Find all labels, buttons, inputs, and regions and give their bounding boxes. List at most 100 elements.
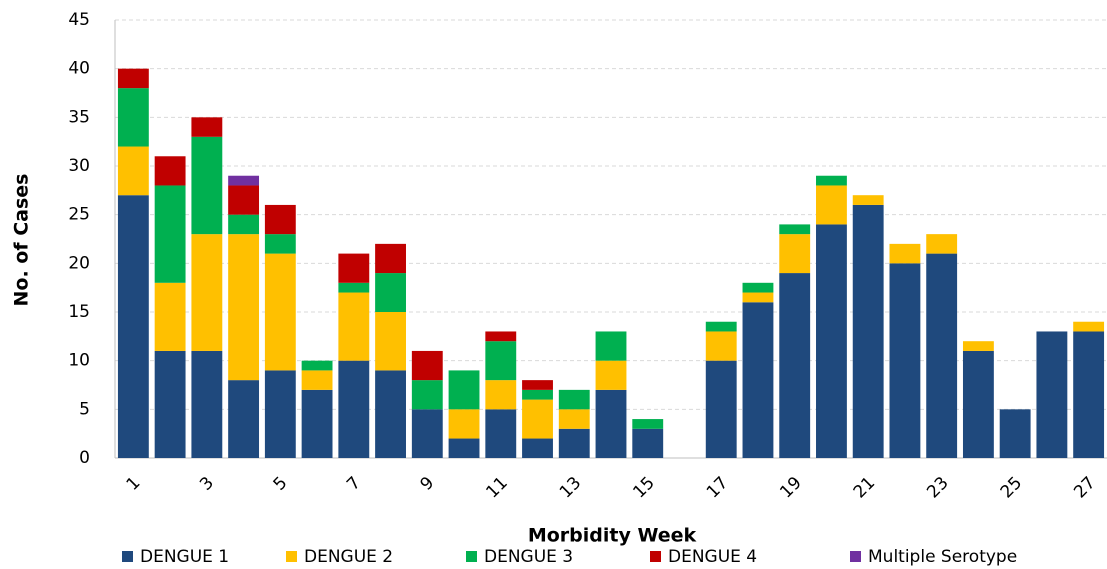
bar-segment — [154, 185, 186, 283]
bar-segment — [522, 389, 553, 400]
x-axis-title: Morbidity Week — [528, 525, 697, 547]
bar-segment — [632, 419, 664, 429]
y-tick-label: 30 — [68, 156, 90, 176]
legend-label: DENGUE 3 — [484, 547, 573, 567]
legend-swatch — [466, 551, 477, 562]
x-tick-label: 11 — [482, 473, 511, 502]
bar-segment — [411, 409, 443, 458]
bar-segment — [779, 224, 811, 235]
bar-segment — [301, 360, 333, 371]
y-tick-label: 40 — [68, 59, 90, 79]
bar-segment — [191, 136, 223, 235]
bar-segment — [742, 292, 774, 303]
legend-label: DENGUE 1 — [140, 547, 229, 567]
y-tick-label: 10 — [68, 351, 90, 371]
legend-swatch — [286, 551, 297, 562]
bar-segment — [632, 428, 664, 458]
bar-segment — [338, 282, 370, 293]
x-tick-label: 23 — [923, 473, 952, 502]
bar-segment — [779, 234, 811, 274]
x-tick-label: 7 — [343, 473, 365, 495]
bar-segment — [375, 243, 406, 274]
bar-segment — [191, 350, 223, 458]
bar-segment — [448, 409, 480, 439]
legend-label: DENGUE 4 — [668, 547, 757, 567]
bar-segment — [1073, 331, 1105, 458]
bar-segment — [852, 195, 884, 205]
bar-segment — [191, 234, 223, 351]
bar-segment — [558, 409, 590, 429]
bar-segment — [154, 156, 186, 186]
bar-segment — [779, 273, 811, 458]
bar-segment — [448, 370, 480, 410]
bar-segment — [191, 117, 223, 137]
legend-swatch — [850, 551, 861, 562]
bar-segment — [375, 312, 406, 371]
bar-segment — [117, 195, 149, 458]
bar-segment — [705, 331, 737, 361]
bar-segment — [117, 88, 149, 147]
x-tick-label: 25 — [997, 473, 1026, 502]
bar-segment — [338, 253, 370, 283]
bar-segment — [411, 350, 443, 381]
bar-segment — [117, 68, 149, 89]
legend-label: Multiple Serotype — [868, 547, 1017, 567]
bar-segment — [448, 438, 480, 458]
bar-segment — [228, 234, 260, 381]
bar-segment — [228, 185, 260, 215]
bar-segment — [264, 370, 296, 458]
bar-segment — [816, 224, 847, 458]
x-tick-label: 17 — [703, 473, 732, 502]
bar-segment — [154, 282, 186, 351]
bar-segment — [852, 204, 884, 458]
bar-segment — [705, 360, 737, 458]
x-tick-label: 27 — [1070, 473, 1099, 502]
bar-segment — [1073, 321, 1105, 332]
bar-segment — [522, 380, 553, 390]
bar-segment — [816, 175, 847, 186]
y-tick-label: 20 — [68, 253, 90, 273]
bar-segment — [522, 438, 553, 458]
bar-segment — [485, 341, 517, 381]
x-tick-label: 5 — [270, 473, 292, 495]
bar-segment — [411, 380, 443, 410]
bar-segment — [338, 360, 370, 458]
bar-segment — [742, 282, 774, 293]
y-tick-label: 15 — [68, 302, 90, 322]
bar-segment — [485, 380, 517, 410]
bar-segment — [962, 350, 994, 458]
x-tick-label: 1 — [123, 473, 145, 495]
y-tick-label: 5 — [79, 399, 90, 419]
bar-segment — [889, 243, 921, 264]
bar-segment — [228, 380, 260, 458]
bar-segment — [962, 341, 994, 351]
x-tick-label: 9 — [417, 473, 439, 495]
x-tick-label: 15 — [629, 473, 658, 502]
y-tick-label: 25 — [68, 205, 90, 225]
legend-swatch — [122, 551, 133, 562]
bar-segment — [228, 214, 260, 235]
bar-segment — [228, 175, 260, 186]
y-tick-label: 35 — [68, 107, 90, 127]
x-tick-label: 3 — [196, 473, 218, 495]
bar-segment — [375, 273, 406, 312]
bar-segment — [154, 350, 186, 458]
bar-segment — [595, 389, 627, 458]
bar-segment — [595, 360, 627, 390]
bar-segment — [522, 399, 553, 439]
y-tick-label: 0 — [79, 448, 90, 468]
bar-segment — [485, 409, 517, 458]
bar-segment — [264, 204, 296, 235]
bar-segment — [742, 302, 774, 458]
bar-segment — [375, 370, 406, 458]
bar-segment — [264, 234, 296, 254]
bar-segment — [558, 389, 590, 410]
legend-swatch — [650, 551, 661, 562]
x-tick-label: 19 — [776, 473, 805, 502]
bar-segment — [264, 253, 296, 371]
x-tick-label: 21 — [850, 473, 879, 502]
bar-segment — [558, 428, 590, 458]
bar-segment — [485, 331, 517, 342]
x-tick-label: 13 — [556, 473, 585, 502]
